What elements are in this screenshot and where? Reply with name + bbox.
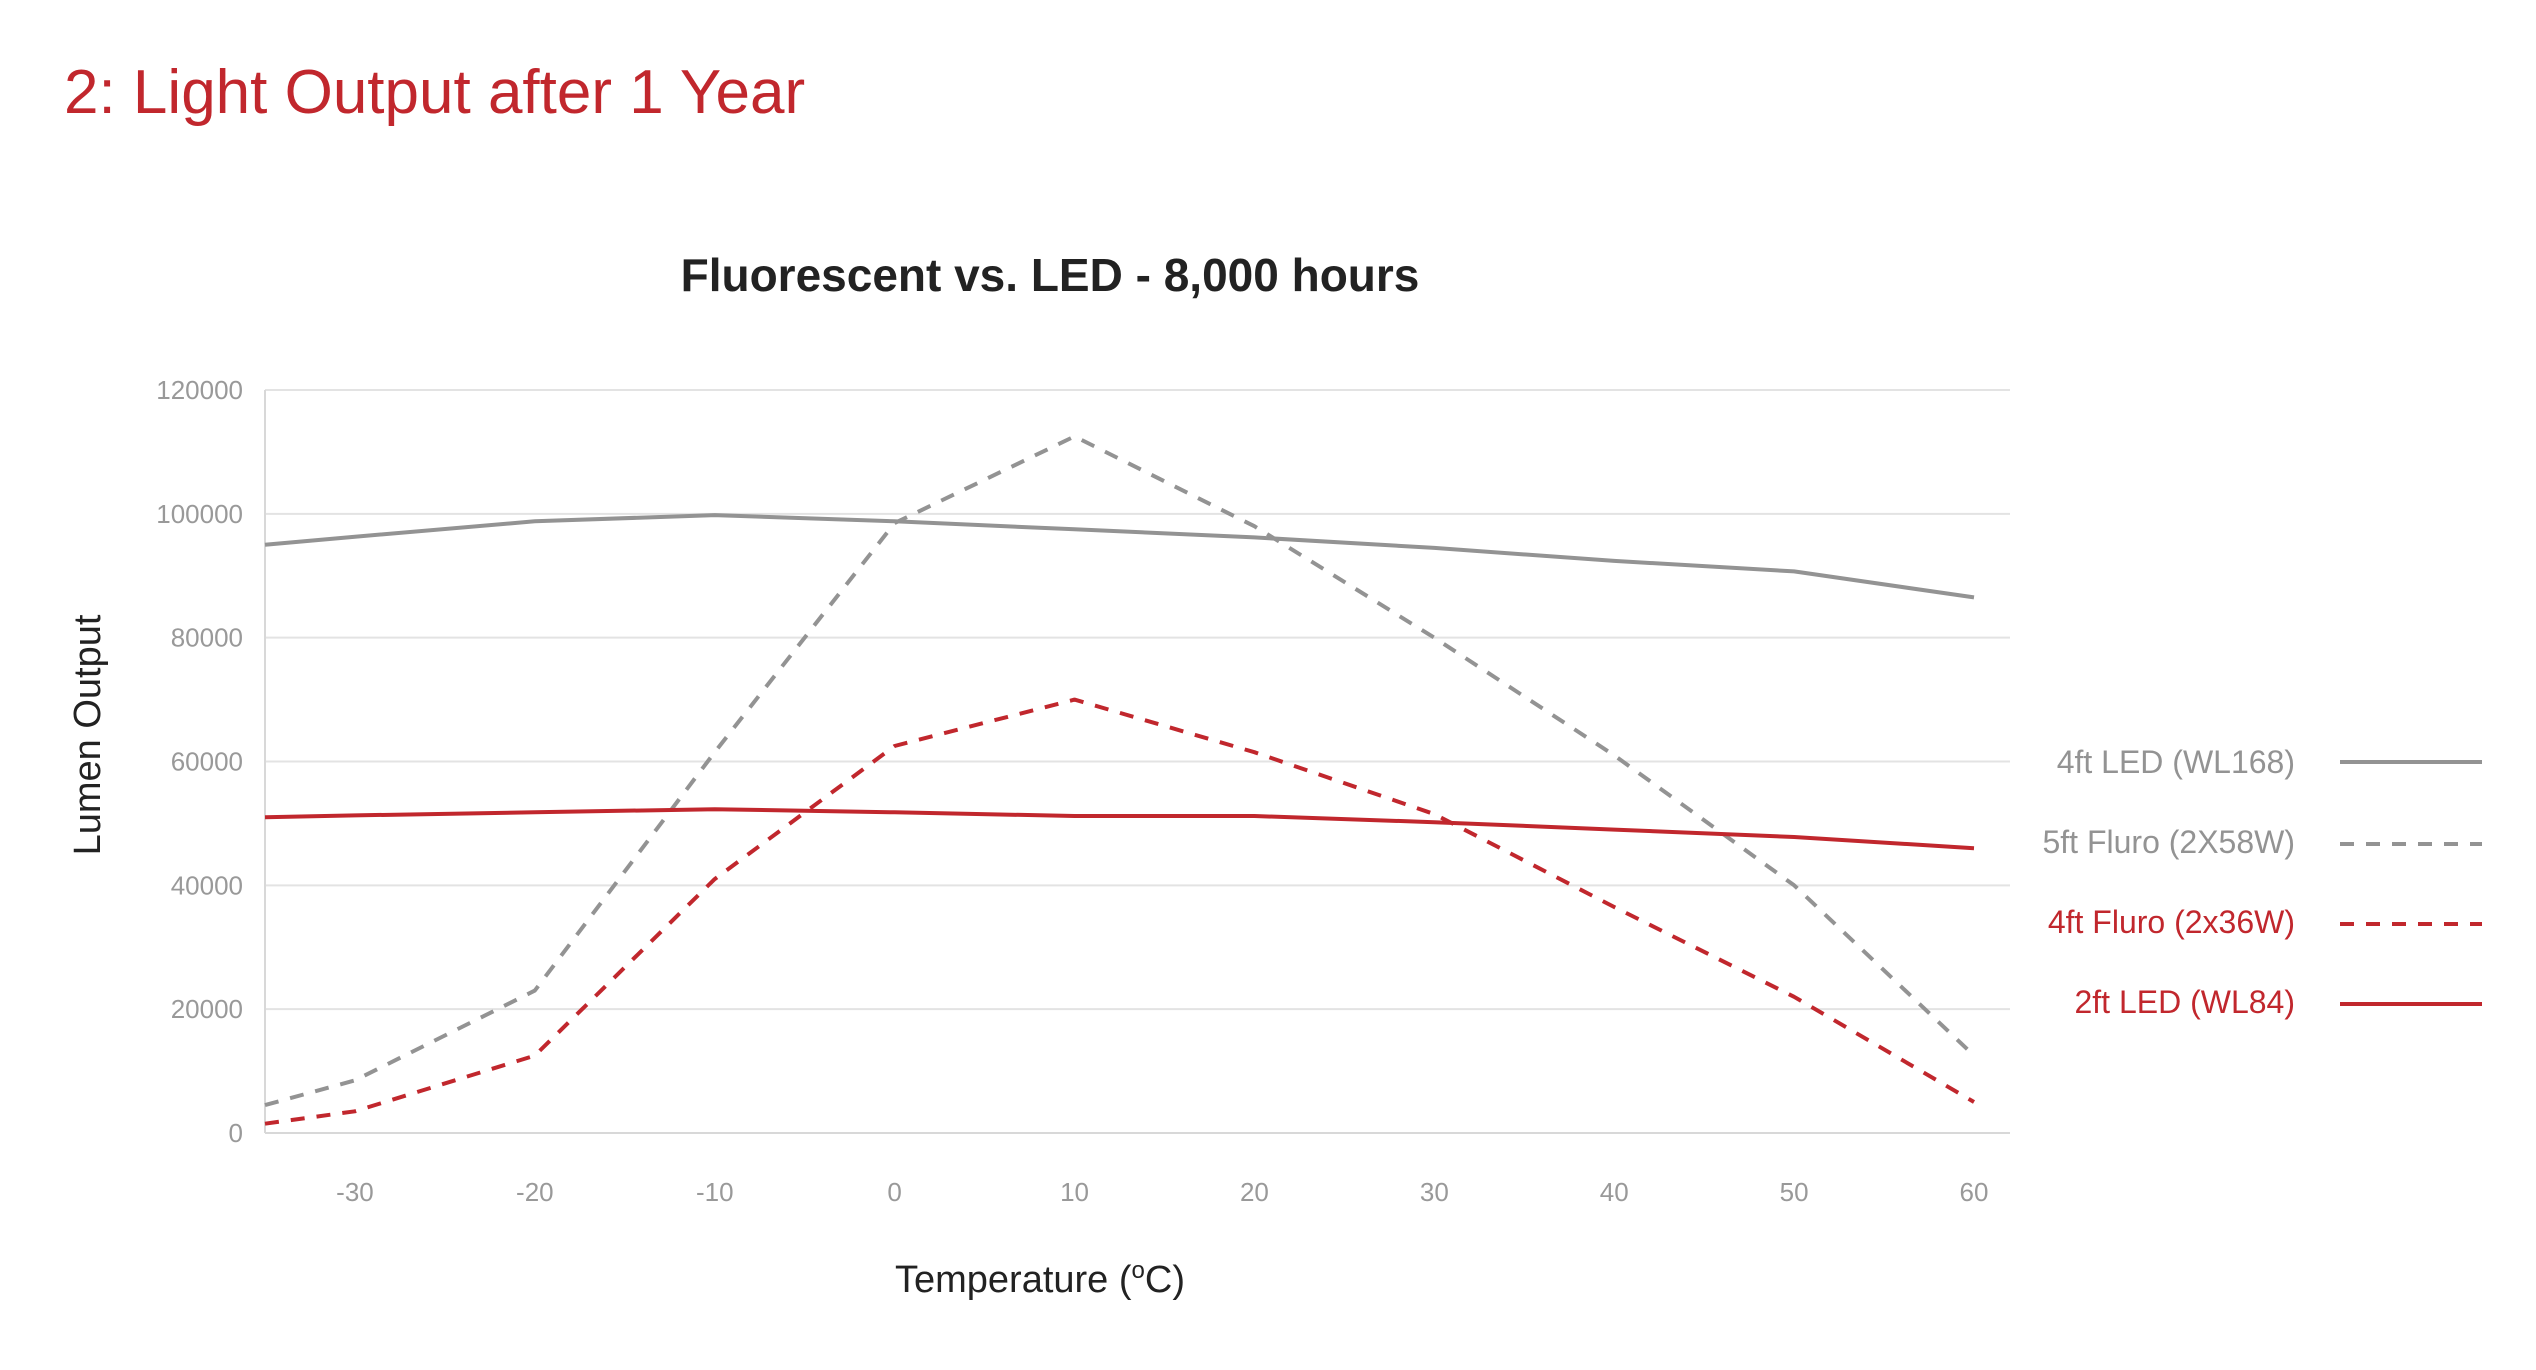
page-heading: 2: Light Output after 1 Year [64, 58, 806, 127]
x-axis-title-suffix: C) [1145, 1259, 1185, 1301]
legend-label-3: 4ft Fluro (2x36W) [2048, 904, 2295, 940]
x-tick-labels: -30 -20 -10 0 10 20 30 40 50 60 [336, 1177, 1988, 1207]
y-tick-labels: 0 20000 40000 60000 80000 100000 120000 [156, 375, 243, 1148]
legend: 4ft LED (WL168) 5ft Fluro (2X58W) 4ft Flur… [2042, 744, 2482, 1020]
series-line-1 [264, 513, 1975, 600]
y-tick-label: 60000 [171, 747, 243, 777]
legend-label-2: 5ft Fluro (2X58W) [2042, 824, 2295, 860]
x-tick-label: 10 [1060, 1177, 1089, 1207]
y-tick-label: 0 [229, 1118, 243, 1148]
series-line-4 [264, 807, 1975, 851]
chart-title: Fluorescent vs. LED - 8,000 hours [680, 249, 1420, 301]
x-tick-label: 60 [1960, 1177, 1989, 1207]
x-tick-label: 20 [1240, 1177, 1269, 1207]
x-tick-label: 0 [887, 1177, 901, 1207]
x-tick-label: 40 [1600, 1177, 1629, 1207]
x-axis-title-superscript: o [1132, 1257, 1145, 1284]
x-tick-label: 50 [1780, 1177, 1809, 1207]
series-line-3 [264, 697, 1976, 1126]
x-axis-title-main: Temperature ( [895, 1259, 1132, 1301]
y-axis-title: Lumen Output [67, 614, 109, 855]
y-tick-label: 80000 [171, 623, 243, 653]
legend-label-4: 2ft LED (WL84) [2074, 984, 2295, 1020]
y-tick-label: 20000 [171, 994, 243, 1024]
y-tick-label: 40000 [171, 870, 243, 900]
y-tick-label: 100000 [156, 499, 243, 529]
x-tick-label: -20 [516, 1177, 554, 1207]
x-tick-label: -30 [336, 1177, 374, 1207]
grid-lines [265, 389, 2010, 1011]
series-lines [264, 434, 1976, 1126]
axes [264, 390, 2010, 1134]
y-tick-label: 120000 [156, 375, 243, 405]
x-tick-label: 30 [1420, 1177, 1449, 1207]
x-tick-label: -10 [696, 1177, 734, 1207]
legend-label-1: 4ft LED (WL168) [2057, 744, 2295, 780]
x-axis-title: Temperature (oC) [895, 1257, 1185, 1301]
series-line-2 [264, 434, 1976, 1108]
